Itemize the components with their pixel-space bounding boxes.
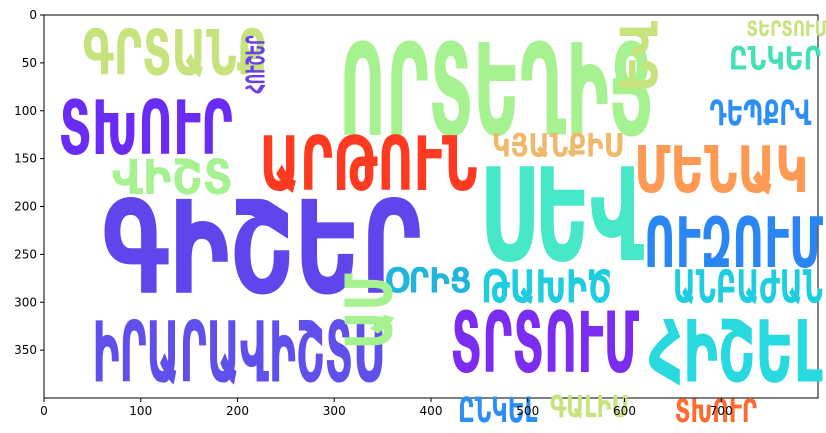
cloud-word: ԸՆԿԵՐ: [729, 40, 821, 78]
cloud-word: ՈՒԶՈՒՄ: [644, 203, 823, 284]
cloud-word: ՀԻՇԵԼ: [649, 303, 823, 403]
cloud-word: ԱՐԹՈՒՆ: [260, 120, 478, 208]
cloud-word: ՈՐՏԵՂԻՑ: [339, 18, 653, 165]
cloud-word: ՕՐԻՑ: [385, 262, 472, 302]
cloud-word: ՏԽՈՒՐ: [59, 84, 233, 172]
cloud-word: ՏՐՏՈՒՄ: [450, 294, 639, 392]
x-tick-label: 0: [40, 404, 48, 418]
cloud-word: ԸՆԿԵԼ: [458, 391, 537, 431]
axes: 0 100 200 300 400 500 600 700 0 50 100 150 200 250 300…: [14, 8, 733, 418]
cloud-word: ՄԵՆԱԿ: [634, 133, 808, 208]
cloud-word: ԻՐԱՐԱՎԻՇՏՍ: [92, 304, 382, 402]
y-tick-label: 250: [14, 247, 37, 261]
cloud-word: ԱՄ: [332, 273, 407, 349]
cloud-word: ԳՐՏԱՆՔ: [83, 16, 267, 89]
cloud-word: ԴԵՊՔՐՎ: [710, 94, 812, 134]
plot-frame: [43, 14, 819, 399]
y-tick-label: 100: [14, 104, 37, 118]
x-tick-label: 100: [129, 404, 152, 418]
x-tick-label: 700: [710, 404, 733, 418]
x-tick-label: 200: [226, 404, 249, 418]
x-tick-label: 400: [420, 404, 443, 418]
cloud-word: ԱՆԲԱԺԱՆ: [673, 260, 823, 313]
x-tick-label: 500: [516, 404, 539, 418]
cloud-word: ԳԱԼԻՍ: [550, 390, 627, 425]
cloud-word: ՍԵՎ: [479, 142, 644, 291]
x-tick-label: 600: [613, 404, 636, 418]
y-tick-label: 300: [14, 295, 37, 309]
y-tick-label: 150: [14, 152, 37, 166]
y-tick-label: 0: [29, 8, 37, 22]
y-tick-label: 350: [14, 343, 37, 357]
y-tick-label: 200: [14, 200, 37, 214]
plot-area: [43, 14, 819, 399]
cloud-word: ՀՈՒՇԵՐ: [242, 35, 272, 93]
cloud-word: ՎԻՇՏ: [112, 150, 233, 206]
cloud-word: ԹԱԽԻԾ: [481, 260, 612, 313]
cloud-word: ՏԵՐՏՈՒՄ: [746, 17, 826, 42]
cloud-word: ԵՎ: [610, 21, 670, 93]
cloud-word: ԳԻՇԵՐ: [102, 175, 421, 324]
y-tick-label: 50: [22, 56, 37, 70]
cloud-word: ՏԽՈՒՐ: [675, 392, 757, 430]
cloud-word: ԿՅԱՆՔԻՍ: [492, 127, 623, 165]
x-tick-label: 300: [323, 404, 346, 418]
